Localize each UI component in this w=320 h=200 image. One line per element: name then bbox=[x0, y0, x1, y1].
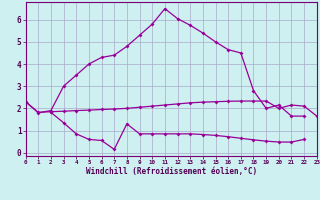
X-axis label: Windchill (Refroidissement éolien,°C): Windchill (Refroidissement éolien,°C) bbox=[86, 167, 257, 176]
